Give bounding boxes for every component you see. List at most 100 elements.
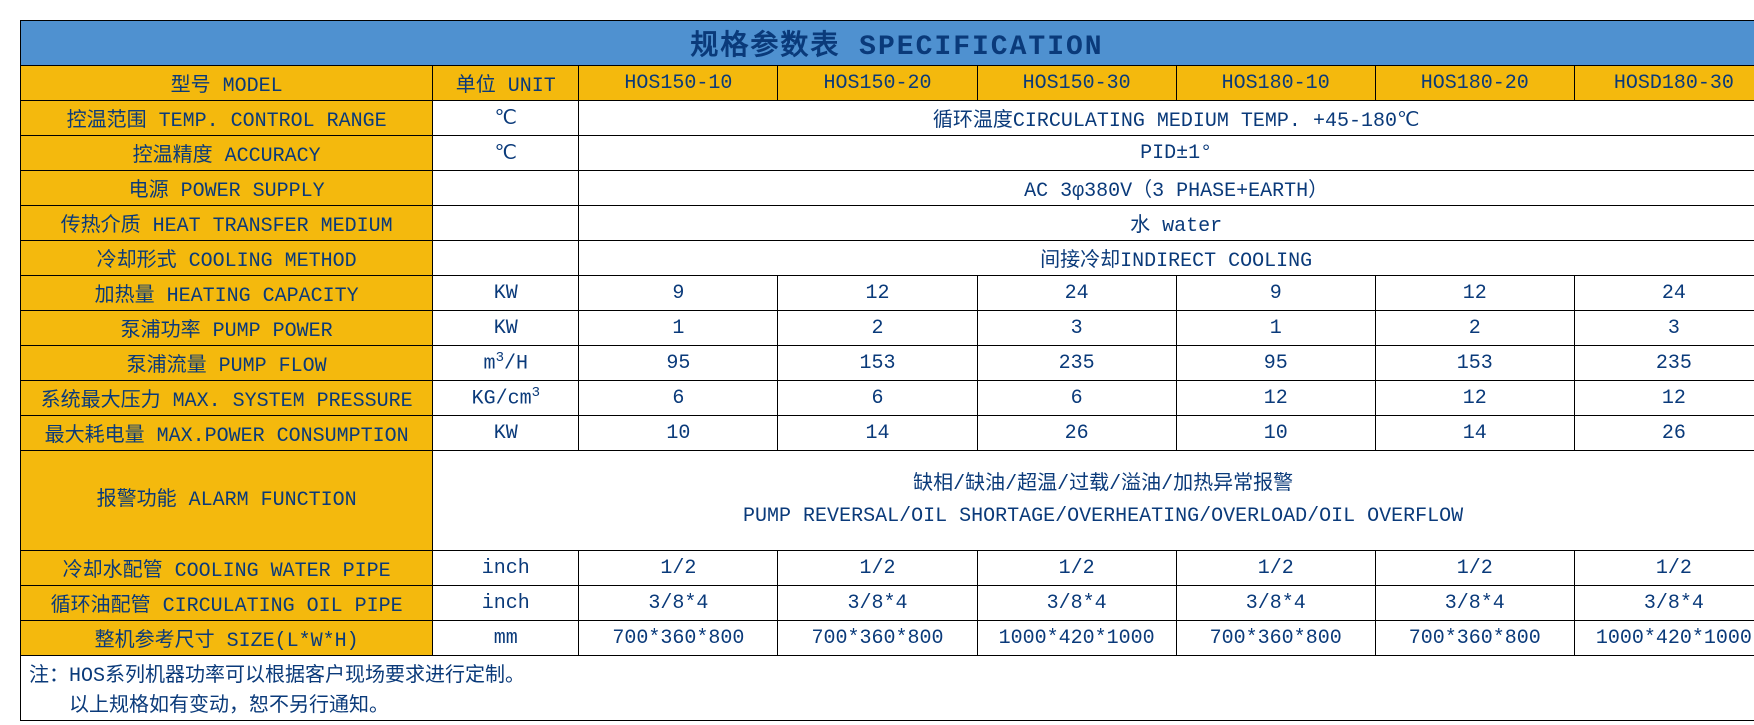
- cell: 3/8*4: [1375, 586, 1574, 621]
- cell: 95: [1176, 346, 1375, 381]
- header-col-3: HOS180-10: [1176, 66, 1375, 101]
- cell: 2: [1375, 311, 1574, 346]
- row-power-supply: 电源 POWER SUPPLY AC 3φ380V（3 PHASE+EARTH）: [21, 171, 1754, 206]
- cell: 1000*420*1000: [1574, 621, 1754, 656]
- label-cool-pipe: 冷却水配管 COOLING WATER PIPE: [21, 551, 433, 586]
- cell: 1/2: [579, 551, 778, 586]
- cell: 10: [579, 416, 778, 451]
- cell: 235: [1574, 346, 1754, 381]
- unit-cooling: [433, 241, 579, 276]
- notes-row: 注：HOS系列机器功率可以根据客户现场要求进行定制。 以上规格如有变动，恕不另行…: [21, 656, 1754, 721]
- cell: 9: [579, 276, 778, 311]
- title-row: 规格参数表 SPECIFICATION: [21, 21, 1754, 66]
- cell: 6: [977, 381, 1176, 416]
- row-alarm: 报警功能 ALARM FUNCTION 缺相/缺油/超温/过载/溢油/加热异常报…: [21, 451, 1754, 551]
- label-alarm: 报警功能 ALARM FUNCTION: [21, 451, 433, 551]
- unit-medium: [433, 206, 579, 241]
- cell: 3: [1574, 311, 1754, 346]
- unit-heating-cap: KW: [433, 276, 579, 311]
- row-cooling: 冷却形式 COOLING METHOD 间接冷却INDIRECT COOLING: [21, 241, 1754, 276]
- row-medium: 传热介质 HEAT TRANSFER MEDIUM 水 water: [21, 206, 1754, 241]
- cell: 6: [778, 381, 977, 416]
- header-col-2: HOS150-30: [977, 66, 1176, 101]
- cell: 10: [1176, 416, 1375, 451]
- label-max-power: 最大耗电量 MAX.POWER CONSUMPTION: [21, 416, 433, 451]
- row-pump-power: 泵浦功率 PUMP POWER KW 1 2 3 1 2 3: [21, 311, 1754, 346]
- alarm-line-1: PUMP REVERSAL/OIL SHORTAGE/OVERHEATING/O…: [743, 505, 1463, 528]
- row-max-pressure: 系统最大压力 MAX. SYSTEM PRESSURE KG/cm3 6 6 6…: [21, 381, 1754, 416]
- cell: 235: [977, 346, 1176, 381]
- label-size: 整机参考尺寸 SIZE(L*W*H): [21, 621, 433, 656]
- label-max-pressure: 系统最大压力 MAX. SYSTEM PRESSURE: [21, 381, 433, 416]
- cell: 24: [1574, 276, 1754, 311]
- cell: 700*360*800: [1176, 621, 1375, 656]
- cell: 1/2: [778, 551, 977, 586]
- cell: 3/8*4: [1176, 586, 1375, 621]
- cell: 12: [778, 276, 977, 311]
- label-heating-cap: 加热量 HEATING CAPACITY: [21, 276, 433, 311]
- cell: 1/2: [1375, 551, 1574, 586]
- cell: 12: [1574, 381, 1754, 416]
- cell: 6: [579, 381, 778, 416]
- cell: 3: [977, 311, 1176, 346]
- cell: 3/8*4: [977, 586, 1176, 621]
- cell: 2: [778, 311, 977, 346]
- val-alarm: 缺相/缺油/超温/过载/溢油/加热异常报警 PUMP REVERSAL/OIL …: [433, 451, 1754, 551]
- cell: 95: [579, 346, 778, 381]
- label-cooling: 冷却形式 COOLING METHOD: [21, 241, 433, 276]
- specification-table: 规格参数表 SPECIFICATION 型号 MODEL 单位 UNIT HOS…: [20, 20, 1754, 721]
- header-unit: 单位 UNIT: [433, 66, 579, 101]
- unit-pump-power: KW: [433, 311, 579, 346]
- cell: 14: [778, 416, 977, 451]
- row-temp-range: 控温范围 TEMP. CONTROL RANGE ℃ 循环温度CIRCULATI…: [21, 101, 1754, 136]
- cell: 26: [977, 416, 1176, 451]
- cell: 700*360*800: [1375, 621, 1574, 656]
- cell: 1000*420*1000: [977, 621, 1176, 656]
- row-accuracy: 控温精度 ACCURACY ℃ PID±1°: [21, 136, 1754, 171]
- row-oil-pipe: 循环油配管 CIRCULATING OIL PIPE inch 3/8*4 3/…: [21, 586, 1754, 621]
- val-power-supply: AC 3φ380V（3 PHASE+EARTH）: [579, 171, 1754, 206]
- note-0: 注：HOS系列机器功率可以根据客户现场要求进行定制。: [29, 665, 525, 688]
- cell: 1: [579, 311, 778, 346]
- val-cooling: 间接冷却INDIRECT COOLING: [579, 241, 1754, 276]
- cell: 12: [1375, 381, 1574, 416]
- unit-oil-pipe: inch: [433, 586, 579, 621]
- cell: 9: [1176, 276, 1375, 311]
- row-cool-pipe: 冷却水配管 COOLING WATER PIPE inch 1/2 1/2 1/…: [21, 551, 1754, 586]
- unit-accuracy: ℃: [433, 136, 579, 171]
- cell: 12: [1375, 276, 1574, 311]
- cell: 24: [977, 276, 1176, 311]
- cell: 700*360*800: [579, 621, 778, 656]
- header-col-5: HOSD180-30: [1574, 66, 1754, 101]
- unit-max-power: KW: [433, 416, 579, 451]
- cell: 26: [1574, 416, 1754, 451]
- label-temp-range: 控温范围 TEMP. CONTROL RANGE: [21, 101, 433, 136]
- unit-power-supply: [433, 171, 579, 206]
- table-title: 规格参数表 SPECIFICATION: [21, 21, 1754, 66]
- header-col-0: HOS150-10: [579, 66, 778, 101]
- unit-max-pressure: KG/cm3: [433, 381, 579, 416]
- label-accuracy: 控温精度 ACCURACY: [21, 136, 433, 171]
- header-col-4: HOS180-20: [1375, 66, 1574, 101]
- cell: 700*360*800: [778, 621, 977, 656]
- row-pump-flow: 泵浦流量 PUMP FLOW m3/H 95 153 235 95 153 23…: [21, 346, 1754, 381]
- cell: 12: [1176, 381, 1375, 416]
- header-model: 型号 MODEL: [21, 66, 433, 101]
- label-power-supply: 电源 POWER SUPPLY: [21, 171, 433, 206]
- cell: 3/8*4: [778, 586, 977, 621]
- cell: 1: [1176, 311, 1375, 346]
- val-temp-range: 循环温度CIRCULATING MEDIUM TEMP. +45-180℃: [579, 101, 1754, 136]
- cell: 3/8*4: [1574, 586, 1754, 621]
- val-medium: 水 water: [579, 206, 1754, 241]
- cell: 153: [1375, 346, 1574, 381]
- alarm-line-0: 缺相/缺油/超温/过载/溢油/加热异常报警: [913, 473, 1293, 496]
- header-col-1: HOS150-20: [778, 66, 977, 101]
- label-pump-power: 泵浦功率 PUMP POWER: [21, 311, 433, 346]
- label-medium: 传热介质 HEAT TRANSFER MEDIUM: [21, 206, 433, 241]
- unit-size: mm: [433, 621, 579, 656]
- cell: 1/2: [1574, 551, 1754, 586]
- unit-cool-pipe: inch: [433, 551, 579, 586]
- cell: 14: [1375, 416, 1574, 451]
- cell: 1/2: [1176, 551, 1375, 586]
- unit-pump-flow: m3/H: [433, 346, 579, 381]
